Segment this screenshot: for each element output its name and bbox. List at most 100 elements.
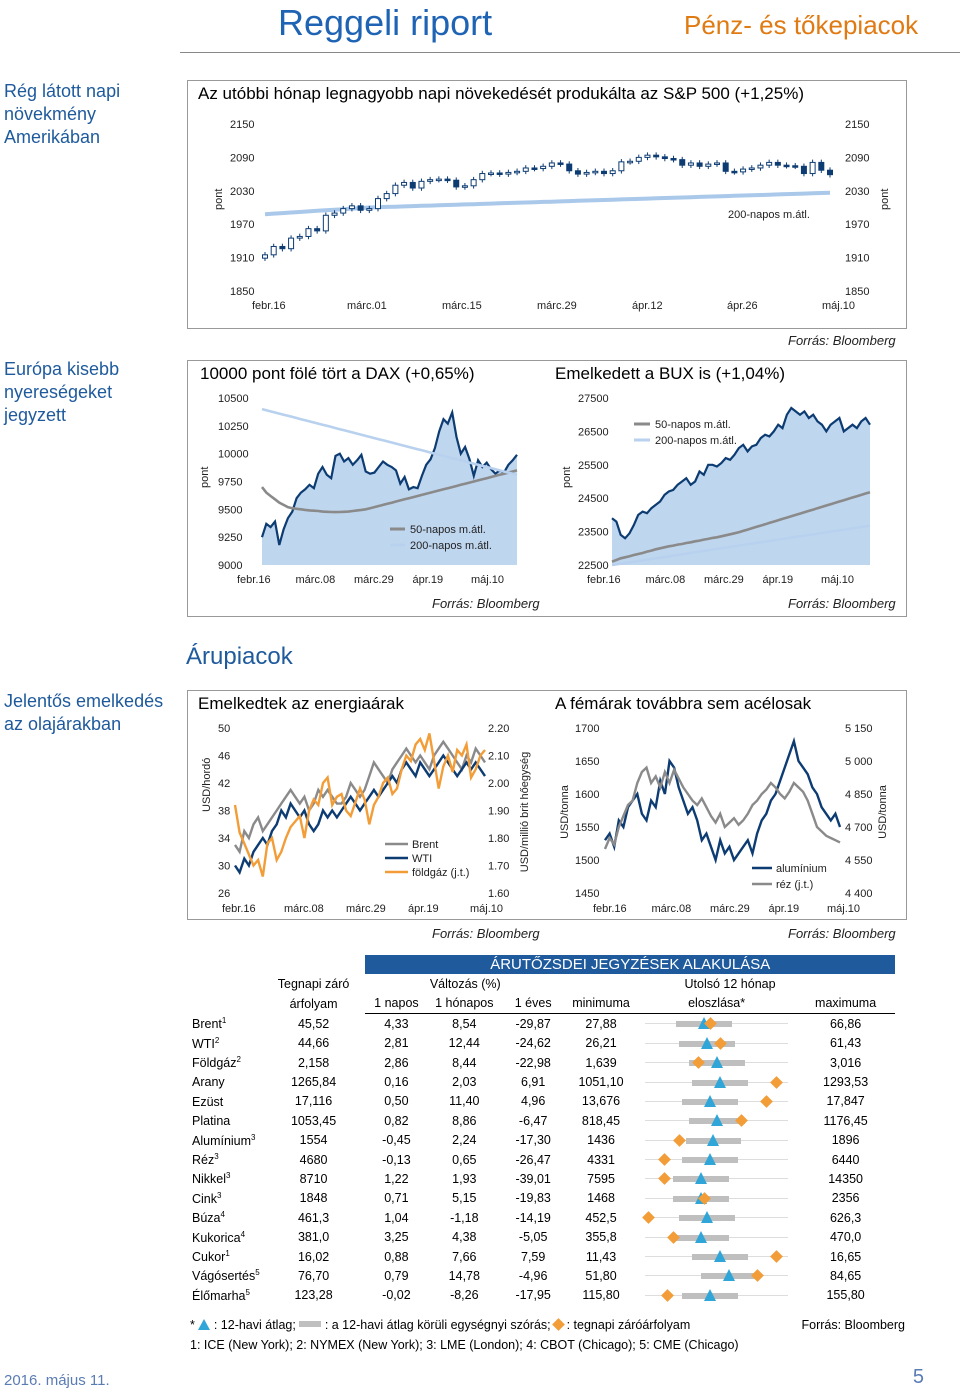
row-name: Arany — [190, 1072, 262, 1091]
row-name: Élőmarha5 — [190, 1286, 262, 1305]
x-tick: márc.08 — [296, 574, 336, 586]
cell-y1: -17,30 — [515, 1133, 551, 1148]
cell-m1: 2,24 — [452, 1133, 477, 1148]
cell-m1: 4,38 — [452, 1230, 477, 1245]
cell-min: 452,5 — [585, 1210, 617, 1225]
footnote-marker: 2 — [236, 1055, 241, 1065]
cell-y1: -22,98 — [515, 1055, 551, 1070]
candle-body — [461, 185, 468, 188]
diamond-icon — [751, 1269, 764, 1283]
commodity-table: ÁRUTŐZSDEI JEGYZÉSEK ALAKULÁSA Tegnapi z… — [190, 955, 895, 1305]
candle-body — [722, 162, 729, 172]
cell-d1: 3,25 — [384, 1230, 409, 1245]
cell-d1: 0,16 — [384, 1075, 409, 1090]
legend-label: 200-napos m.átl. — [410, 540, 492, 552]
candle-body — [322, 214, 329, 232]
x-tick: máj.10 — [470, 903, 503, 915]
side-line: nyereségeket — [4, 382, 113, 402]
footnote-marker: 2 — [214, 1035, 220, 1045]
candle-body — [383, 193, 390, 200]
price-area — [612, 408, 870, 565]
cell-d1: 1,04 — [384, 1210, 409, 1225]
table-row: Földgáz2 2,158 2,86 8,44 -22,98 1,639 3,016 — [190, 1053, 895, 1072]
candle-body — [427, 179, 434, 182]
cell-m1: 8,86 — [452, 1113, 477, 1128]
candle-body — [601, 170, 607, 175]
y-tick-right: 2090 — [845, 152, 869, 164]
series-line — [234, 753, 486, 876]
candle-body — [279, 245, 286, 250]
cell-y1: -29,87 — [515, 1016, 551, 1031]
y-axis-label: pont — [561, 467, 573, 488]
candle-body — [809, 161, 816, 175]
diamond-icon — [657, 1153, 671, 1166]
row-name: WTI2 — [190, 1034, 262, 1053]
y-tick: 10500 — [218, 393, 249, 405]
cell-prev: 1554 — [299, 1133, 328, 1148]
candle-body — [305, 228, 312, 237]
side-line: Rég látott napi — [4, 81, 121, 101]
triangle-icon — [695, 1172, 708, 1185]
candle-body — [470, 179, 477, 187]
cell-min: 1468 — [587, 1191, 615, 1206]
cell-max: 84,65 — [829, 1268, 862, 1283]
cell-m1: 12,44 — [448, 1036, 480, 1051]
candle-body — [609, 170, 616, 175]
cell-m1: 8,44 — [452, 1055, 477, 1070]
y-tick: 23500 — [578, 527, 609, 539]
exchange-footnote: 1: ICE (New York); 2: NYMEX (New York); … — [190, 1338, 739, 1352]
diamond-icon — [673, 1133, 687, 1147]
diamond-icon — [657, 1172, 671, 1186]
cell-max: 1176,45 — [823, 1113, 868, 1128]
ma200-line — [261, 407, 518, 477]
candle-body — [409, 181, 416, 189]
candle-body — [644, 154, 651, 158]
legend-today: : tegnapi záróárfolyam — [566, 1318, 691, 1332]
table-row: Arany 1265,84 0,16 2,03 6,91 1051,10 1293,53 — [190, 1072, 895, 1091]
series-line — [233, 733, 486, 877]
x-tick: márc.08 — [284, 903, 324, 915]
triangle-icon — [695, 1230, 708, 1243]
y-tick: 1650 — [575, 756, 599, 768]
cell-max: 470,0 — [829, 1230, 862, 1245]
col-header: 1 napos — [365, 993, 428, 1015]
footnote-marker: 1 — [225, 1248, 230, 1258]
cell-prev: 461,3 — [297, 1210, 330, 1225]
triangle-icon — [704, 1288, 717, 1301]
side-note-oil: Jelentős emelkedés az olajárakban — [4, 690, 163, 736]
cell-min: 115,80 — [582, 1288, 620, 1303]
diamond-icon — [760, 1095, 774, 1108]
row-label: Búza — [192, 1211, 221, 1226]
y-tick: 9250 — [218, 532, 242, 544]
candle-body — [618, 161, 625, 172]
candle-body — [540, 165, 547, 170]
y-axis-label-right: pont — [879, 189, 891, 210]
side-line: növekmény — [4, 104, 97, 124]
cell-min: 11,43 — [585, 1249, 617, 1264]
cell-max: 2356 — [831, 1191, 860, 1206]
row-label: Földgáz — [192, 1056, 237, 1071]
candle-body — [757, 164, 764, 169]
row-label: Réz — [192, 1153, 215, 1168]
row-name: Cukor1 — [190, 1247, 262, 1266]
chart-title: A fémárak továbbra sem acélosak — [555, 694, 812, 713]
candle-body — [366, 208, 373, 211]
candle-body — [288, 237, 295, 250]
source-label: Forrás: Bloomberg — [432, 596, 540, 611]
y-tick: 26 — [218, 888, 230, 900]
row-name: Kukorica4 — [190, 1227, 262, 1246]
legend-band: : a 12-havi átlag körüli egységnyi szórá… — [324, 1318, 551, 1332]
cell-d1: 0,79 — [384, 1268, 409, 1283]
candle-body — [827, 169, 833, 176]
cell-min: 13,676 — [581, 1094, 621, 1109]
candle-body — [444, 178, 451, 182]
diamond-icon — [692, 1056, 705, 1070]
side-note-us: Rég látott napi növekmény Amerikában — [4, 80, 120, 149]
series-line — [234, 739, 486, 855]
row-label: Cink — [192, 1191, 218, 1206]
candle-body — [270, 245, 277, 256]
header-rule — [180, 52, 960, 53]
x-tick: máj.10 — [821, 574, 854, 586]
distribution-cell — [637, 1034, 796, 1053]
cell-prev: 4680 — [299, 1152, 328, 1167]
